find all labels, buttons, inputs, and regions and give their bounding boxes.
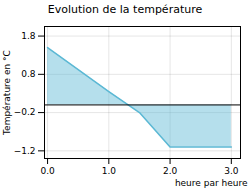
svg-text:Température en °C: Température en °C xyxy=(2,50,12,136)
svg-text:heure par heure: heure par heure xyxy=(175,178,248,188)
svg-text:0.0: 0.0 xyxy=(40,166,55,176)
svg-text:1.8: 1.8 xyxy=(21,31,36,41)
svg-text:−1.2: −1.2 xyxy=(14,146,36,156)
svg-text:−0.2: −0.2 xyxy=(14,107,36,117)
html-text:Evolution de la température: Evolution de la température xyxy=(47,3,203,16)
svg-text:3.0: 3.0 xyxy=(224,166,239,176)
svg-text:1.0: 1.0 xyxy=(102,166,117,176)
svg-text:2.0: 2.0 xyxy=(163,166,178,176)
svg-text:0.8: 0.8 xyxy=(21,69,36,79)
